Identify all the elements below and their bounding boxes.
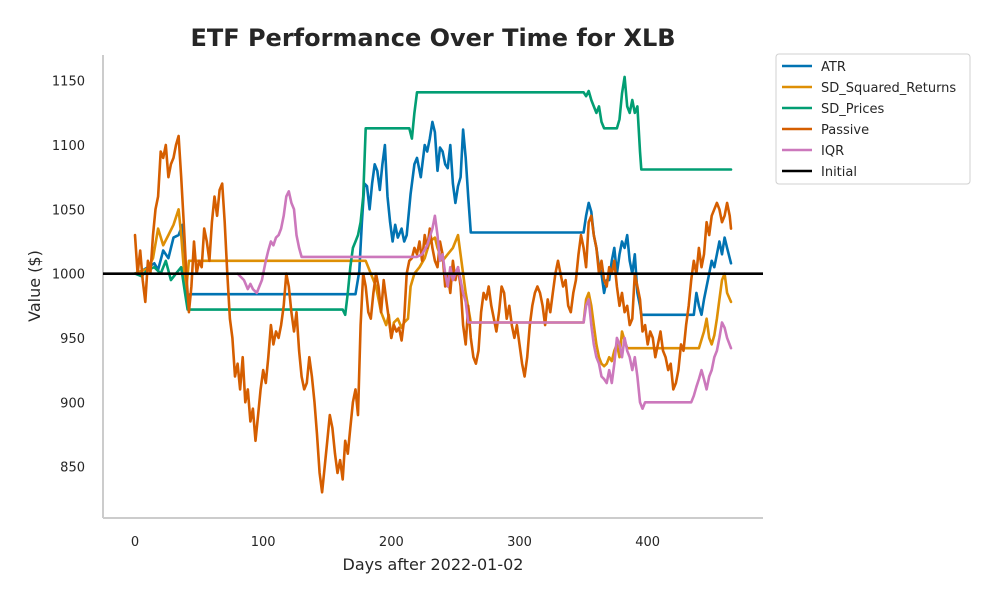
- x-tick-label: 100: [251, 535, 276, 550]
- legend-label: ATR: [821, 60, 846, 75]
- legend: ATR SD_Squared_Returns SD_Prices Passive IQR…: [775, 53, 971, 185]
- x-tick-label: 300: [507, 535, 532, 550]
- x-axis-ticks: 0 100 200 300 400: [131, 535, 660, 550]
- y-tick-label: 950: [60, 332, 85, 347]
- legend-label: Initial: [821, 165, 857, 180]
- legend-label: SD_Squared_Returns: [821, 81, 956, 96]
- series-line-sd-squared-returns: [133, 208, 733, 368]
- x-tick-label: 200: [379, 535, 404, 550]
- y-tick-label: 1000: [52, 268, 85, 283]
- y-axis-label: Value ($): [25, 250, 44, 322]
- y-tick-label: 850: [60, 461, 85, 476]
- chart-title: ETF Performance Over Time for XLB: [190, 24, 675, 52]
- y-tick-label: 1050: [52, 203, 85, 218]
- legend-label: Passive: [821, 123, 869, 138]
- y-tick-label: 1100: [52, 139, 85, 154]
- series-line-sd-prices: [133, 75, 733, 317]
- legend-label: IQR: [821, 144, 844, 159]
- series-line-passive: [133, 134, 733, 494]
- legend-label: SD_Prices: [821, 102, 884, 117]
- x-tick-label: 0: [131, 535, 139, 550]
- x-tick-label: 400: [635, 535, 660, 550]
- legend-frame: [775, 53, 971, 185]
- y-tick-label: 900: [60, 396, 85, 411]
- y-tick-label: 1150: [52, 75, 85, 90]
- y-axis-ticks: 850 900 950 1000 1050 1100 1150: [52, 75, 85, 476]
- x-axis-label: Days after 2022-01-02: [343, 555, 524, 574]
- plot-area: [102, 55, 763, 519]
- series-line-iqr: [236, 190, 733, 410]
